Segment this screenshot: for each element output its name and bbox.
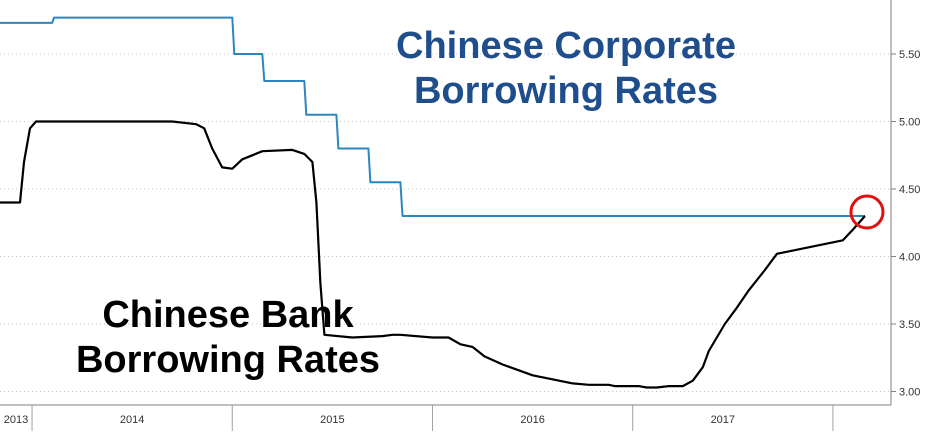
y-tick-label: 5.50 <box>899 49 920 61</box>
x-tick-label: 2015 <box>320 414 344 426</box>
x-tick-label: 2017 <box>711 414 735 426</box>
highlight-circle <box>849 194 885 230</box>
series-lines <box>0 16 866 389</box>
corporate-annotation-line2: Borrowing Rates <box>414 70 718 112</box>
bank-annotation-line2: Borrowing Rates <box>76 339 380 381</box>
y-tick-label: 3.00 <box>899 387 920 399</box>
x-tick-label: 2016 <box>520 414 544 426</box>
x-axis-ticks: 2013 2014 2015 2016 2017 <box>4 405 834 431</box>
x-tick-label: 2013 <box>4 414 28 426</box>
bank-annotation-line1: Chinese Bank <box>102 294 354 336</box>
y-tick-label: 5.00 <box>899 117 920 129</box>
y-tick-label: 4.00 <box>899 252 920 264</box>
corporate-annotation-line1: Chinese Corporate <box>396 25 736 67</box>
x-tick-label: 2014 <box>120 414 144 426</box>
y-tick-label: 4.50 <box>899 184 920 196</box>
bank-rate-line <box>0 120 866 389</box>
y-axis-ticks: 3.00 3.50 4.00 4.50 5.00 5.50 <box>891 49 920 399</box>
y-tick-label: 3.50 <box>899 319 920 331</box>
corporate-rate-line <box>0 16 865 217</box>
